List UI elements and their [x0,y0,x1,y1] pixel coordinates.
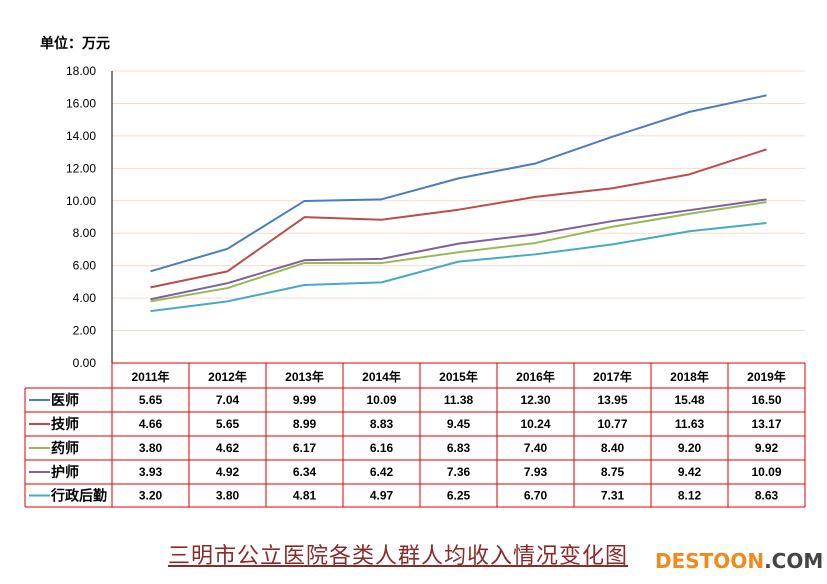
category-label: 2018年 [670,369,709,384]
table-cell: 8.63 [755,489,779,503]
y-tick-label: 2.00 [73,324,97,338]
y-tick-label: 8.00 [73,226,97,240]
table-cell: 4.97 [370,489,394,503]
table-cell: 7.36 [447,465,471,479]
table-cell: 11.38 [444,393,474,407]
table-cell: 10.24 [520,417,550,431]
watermark-text: DESTOON [655,549,765,573]
table-cell: 4.92 [216,465,240,479]
y-tick-label: 0.00 [73,356,97,370]
category-label: 2015年 [439,369,478,384]
table-cell: 7.31 [601,489,625,503]
series-line-3 [150,198,767,301]
legend-label: 药师 [51,440,79,456]
category-label: 2019年 [747,369,786,384]
table-cell: 7.40 [524,441,548,455]
table-cell: 9.45 [447,417,471,431]
table-cell: 7.93 [524,465,548,479]
table-cell: 8.12 [678,489,702,503]
table-cell: 3.80 [139,441,163,455]
chart-title: 三明市公立医院各类人群人均收入情况变化图 [168,544,629,569]
watermark-logo: DESTOON.COM [655,549,823,573]
table-cell: 10.77 [597,417,627,431]
table-cell: 9.92 [755,441,779,455]
table-cell: 3.80 [216,489,240,503]
table-cell: 16.50 [751,393,781,407]
y-tick-label: 10.00 [66,194,96,208]
table-cell: 6.25 [447,489,471,503]
unit-label: 单位：万元 [40,35,110,51]
table-cell: 4.81 [293,489,317,503]
y-tick-label: 4.00 [73,291,97,305]
table-cell: 6.42 [370,465,394,479]
table-cell: 6.16 [370,441,394,455]
table-cell: 4.62 [216,441,240,455]
category-label: 2013年 [285,369,324,384]
table-cell: 9.20 [678,441,702,455]
table-cell: 10.09 [751,465,781,479]
legend-label: 护师 [51,464,79,480]
table-cell: 8.75 [601,465,625,479]
series-line-4 [150,222,767,313]
table-cell: 13.95 [597,393,627,407]
table-cell: 15.48 [674,393,704,407]
table-cell: 10.09 [366,393,396,407]
table-cell: 12.30 [520,393,550,407]
legend-label: 医师 [51,392,79,408]
category-label: 2016年 [516,369,555,384]
table-cell: 6.17 [293,441,317,455]
table-cell: 8.99 [293,417,317,431]
category-label: 2017年 [593,369,632,384]
series-line-0 [150,94,767,273]
table-cell: 11.63 [675,417,705,431]
table-cell: 3.93 [139,465,163,479]
y-tick-label: 14.00 [66,129,96,143]
y-tick-label: 16.00 [66,96,96,110]
table-cell: 9.99 [293,393,317,407]
series-line-2 [150,201,767,303]
table-cell: 5.65 [216,417,240,431]
table-cell: 7.04 [216,393,240,407]
table-cell: 8.40 [601,441,625,455]
y-tick-label: 18.00 [66,64,96,78]
table-cell: 13.17 [751,417,781,431]
category-label: 2011年 [131,369,169,384]
y-tick-label: 6.00 [73,259,97,273]
category-label: 2012年 [208,369,247,384]
watermark-suffix: .COM [764,549,824,573]
category-label: 2014年 [362,369,401,384]
y-tick-label: 12.00 [66,161,96,175]
table-cell: 3.20 [139,489,163,503]
table-cell: 5.65 [139,393,163,407]
series-line-1 [150,148,767,289]
table-cell: 9.42 [678,465,702,479]
legend-label: 技师 [51,416,79,432]
legend-label: 行政后勤 [50,488,107,504]
table-cell: 8.83 [370,417,394,431]
table-cell: 4.66 [139,417,163,431]
table-cell: 6.70 [524,489,548,503]
table-cell: 6.83 [447,441,471,455]
table-cell: 6.34 [293,465,317,479]
